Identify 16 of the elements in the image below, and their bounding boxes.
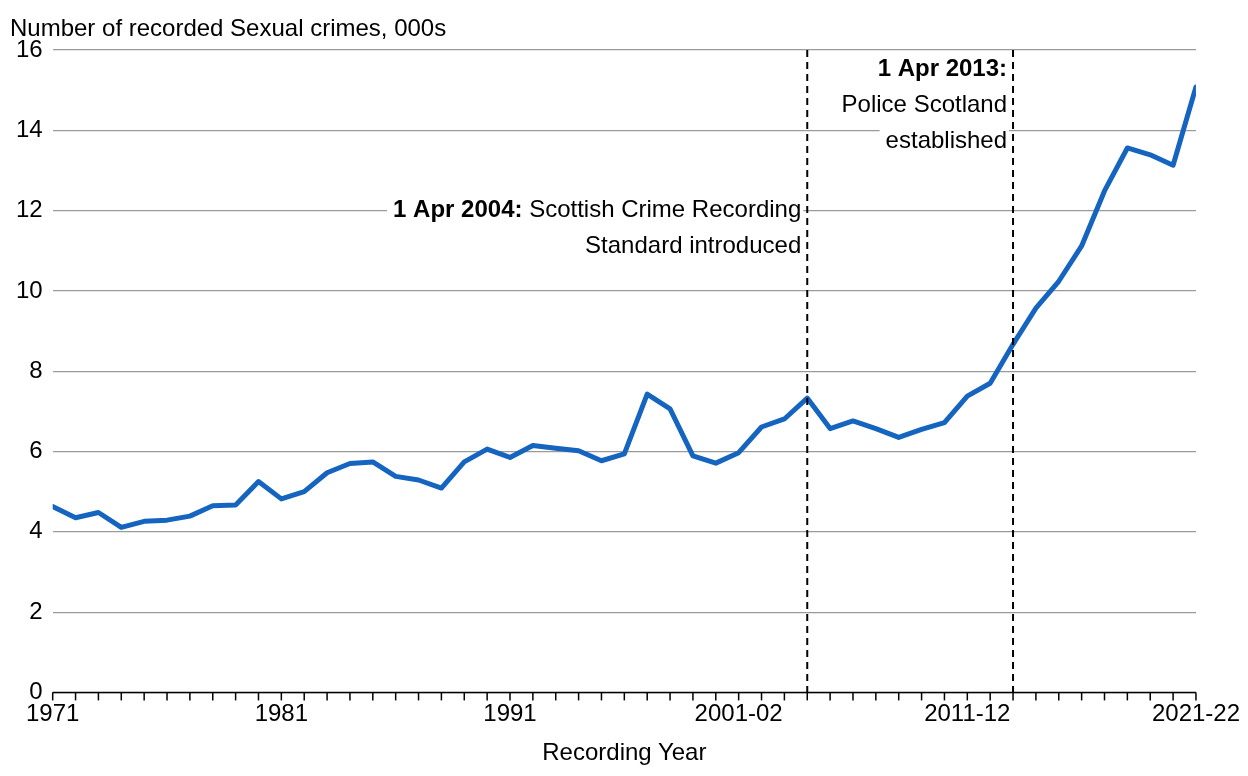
x-axis-title: Recording Year <box>542 738 707 766</box>
x-tick-label: 2011-12 <box>924 699 1011 727</box>
y-tick-label: 8 <box>29 355 43 383</box>
y-tick-label: 14 <box>15 114 43 142</box>
y-tick-label: 6 <box>29 436 43 464</box>
x-tick-label: 2001-02 <box>694 699 783 727</box>
text: 1 Apr 2013: Police Scotland established <box>841 53 1008 153</box>
y-axis-title: Number of recorded Sexual crimes, 000s <box>10 14 447 41</box>
y-tick-label: 4 <box>29 516 43 544</box>
y-tick-label: 12 <box>15 195 43 223</box>
y-tick-label: 2 <box>29 596 43 624</box>
y-tick-label: 10 <box>15 275 43 303</box>
x-tick-label: 1991 <box>483 699 537 727</box>
x-tick-label: 2021-22 <box>1151 699 1240 727</box>
ref-line-label: 1 Apr 2004: Scottish Crime Recording Standard introduced <box>393 194 802 258</box>
x-tick-label: 1981 <box>254 699 309 727</box>
